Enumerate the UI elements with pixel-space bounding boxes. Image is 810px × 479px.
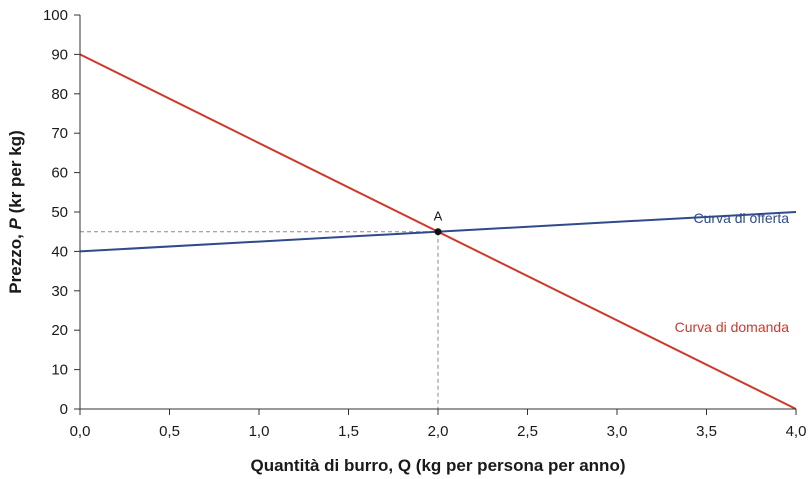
x-axis-title: Quantità di burro, Q (kg per persona per… — [250, 456, 625, 475]
y-axis-title: Prezzo, P (kr per kg) — [6, 130, 25, 293]
x-tick-label: 4,0 — [786, 423, 807, 440]
y-axis-ticks: 0 10 20 30 40 50 60 70 80 90 100 — [43, 7, 80, 418]
y-tick-label: 70 — [51, 125, 68, 142]
x-tick-label: 1,5 — [338, 423, 359, 440]
y-tick-label: 60 — [51, 165, 68, 182]
equilibrium-point: A — [434, 209, 443, 236]
x-tick-label: 2,0 — [428, 423, 449, 440]
demand-curve-label: Curva di domanda — [675, 319, 790, 335]
y-tick-label: 50 — [51, 204, 68, 221]
x-tick-label: 1,0 — [249, 423, 270, 440]
x-tick-label: 0,5 — [159, 423, 180, 440]
x-tick-label: 0,0 — [70, 423, 91, 440]
x-tick-label: 2,5 — [517, 423, 538, 440]
y-tick-label: 20 — [51, 322, 68, 339]
equilibrium-guides — [80, 231, 439, 409]
y-tick-label: 100 — [43, 7, 68, 24]
y-tick-label: 10 — [51, 362, 68, 379]
y-tick-label: 0 — [60, 401, 68, 418]
equilibrium-label: A — [434, 209, 443, 224]
y-tick-label: 80 — [51, 86, 68, 103]
y-tick-label: 90 — [51, 46, 68, 63]
supply-curve-label: Curva di offerta — [694, 210, 790, 226]
y-tick-label: 40 — [51, 243, 68, 260]
x-tick-label: 3,5 — [696, 423, 717, 440]
equilibrium-dot — [434, 228, 442, 236]
x-tick-label: 3,0 — [607, 423, 628, 440]
series-labels: Curva di offerta Curva di domanda — [675, 210, 790, 335]
y-tick-label: 30 — [51, 283, 68, 300]
x-axis-ticks: 0,0 0,5 1,0 1,5 2,0 2,5 3,0 3,5 4,0 — [70, 409, 807, 440]
